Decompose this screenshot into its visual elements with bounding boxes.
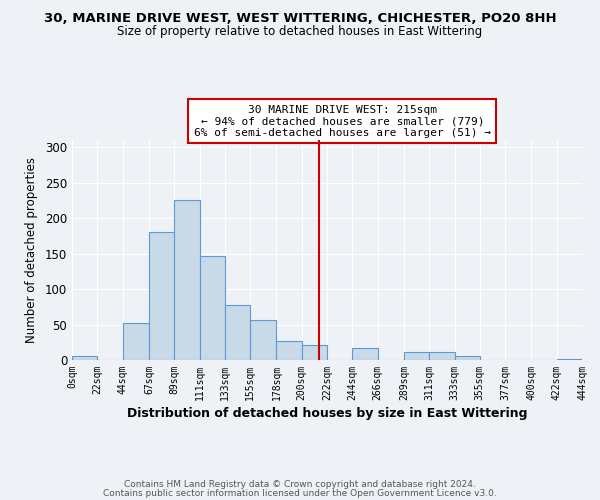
Text: Contains HM Land Registry data © Crown copyright and database right 2024.: Contains HM Land Registry data © Crown c… xyxy=(124,480,476,489)
Y-axis label: Number of detached properties: Number of detached properties xyxy=(25,157,38,343)
Text: Size of property relative to detached houses in East Wittering: Size of property relative to detached ho… xyxy=(118,25,482,38)
X-axis label: Distribution of detached houses by size in East Wittering: Distribution of detached houses by size … xyxy=(127,407,527,420)
Bar xyxy=(455,356,480,360)
Bar xyxy=(277,341,302,360)
Bar xyxy=(174,200,199,360)
Bar xyxy=(557,358,582,360)
Bar xyxy=(199,256,225,360)
Text: 30 MARINE DRIVE WEST: 215sqm
← 94% of detached houses are smaller (779)
6% of se: 30 MARINE DRIVE WEST: 215sqm ← 94% of de… xyxy=(194,104,491,138)
Bar xyxy=(352,348,377,360)
Bar xyxy=(302,345,327,360)
Bar xyxy=(149,232,174,360)
Bar xyxy=(250,320,277,360)
Bar xyxy=(122,323,149,360)
Bar xyxy=(72,356,97,360)
Text: 30, MARINE DRIVE WEST, WEST WITTERING, CHICHESTER, PO20 8HH: 30, MARINE DRIVE WEST, WEST WITTERING, C… xyxy=(44,12,556,26)
Bar xyxy=(404,352,429,360)
Text: Contains public sector information licensed under the Open Government Licence v3: Contains public sector information licen… xyxy=(103,489,497,498)
Bar xyxy=(429,352,455,360)
Bar xyxy=(225,306,250,360)
